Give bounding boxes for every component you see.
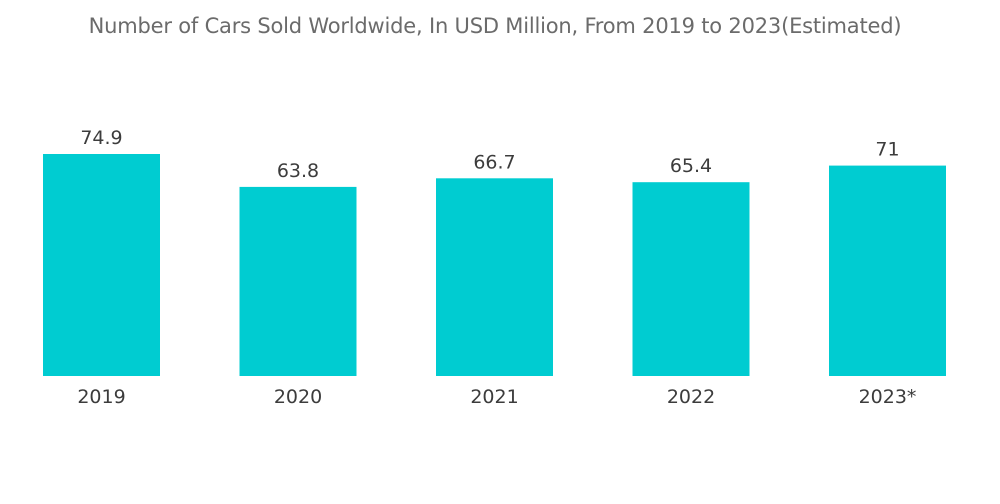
x-tick-label-2021: 2021 <box>470 386 518 408</box>
value-label-2020: 63.8 <box>277 160 319 182</box>
x-tick-label-2019: 2019 <box>77 386 125 408</box>
value-label-2023-est: 71 <box>875 139 899 161</box>
x-tick-label-2022: 2022 <box>667 386 715 408</box>
x-tick-label-2020: 2020 <box>274 386 322 408</box>
value-label-2021: 66.7 <box>473 151 515 173</box>
bar-2022 <box>632 182 750 376</box>
value-labels-layer: 74.9 63.8 66.7 65.4 71 <box>80 127 899 182</box>
x-tick-label-2023-est: 2023* <box>859 386 917 408</box>
bar-2019 <box>43 154 160 376</box>
value-label-2019: 74.9 <box>80 127 122 149</box>
bar-2020 <box>239 186 357 376</box>
chart-title: Number of Cars Sold Worldwide, In USD Mi… <box>88 14 902 38</box>
bars-layer <box>43 154 946 376</box>
bar-2021 <box>436 178 553 376</box>
value-label-2022: 65.4 <box>670 155 712 177</box>
bar-2023-est <box>829 165 946 376</box>
tick-labels-layer: 2019 2020 2021 2022 2023* <box>77 386 916 408</box>
